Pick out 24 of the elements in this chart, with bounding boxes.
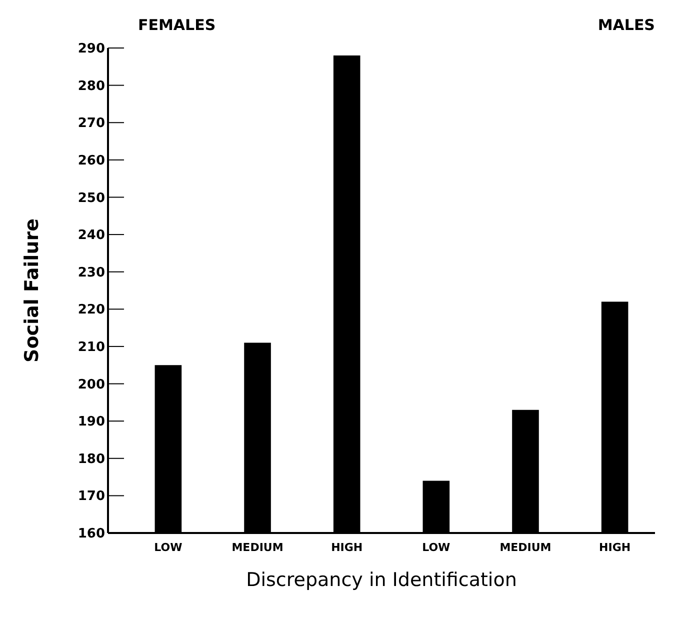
y-tick-label: 190 bbox=[78, 414, 105, 430]
text: FEMALES bbox=[138, 16, 216, 34]
y-tick-label: 160 bbox=[78, 526, 105, 542]
text: MALES bbox=[598, 16, 655, 34]
y-tick-label: 240 bbox=[78, 228, 105, 244]
y-tick-label: 280 bbox=[78, 78, 105, 94]
y-axis-title: Social Failure bbox=[21, 218, 43, 362]
y-tick-label: 220 bbox=[78, 302, 105, 318]
x-tick-label: LOW bbox=[154, 541, 182, 554]
x-tick-label: HIGH bbox=[331, 541, 363, 554]
y-tick-label: 260 bbox=[78, 153, 105, 168]
y-tick-label: 170 bbox=[78, 489, 105, 504]
x-tick-label: HIGH bbox=[599, 541, 631, 554]
y-tick-label: 250 bbox=[78, 190, 105, 206]
y-tick-label: 270 bbox=[78, 116, 105, 132]
x-axis-title: Discrepancy in Identification bbox=[246, 569, 517, 591]
y-tick-label: 210 bbox=[78, 340, 105, 356]
x-tick-label: LOW bbox=[422, 541, 450, 554]
y-tick-label: 180 bbox=[78, 452, 105, 467]
y-tick-label: 200 bbox=[78, 377, 105, 392]
y-tick-label: 230 bbox=[78, 265, 105, 280]
x-tick-label: MEDIUM bbox=[232, 541, 284, 554]
y-tick-label: 290 bbox=[78, 42, 105, 57]
x-tick-label: MEDIUM bbox=[500, 541, 552, 554]
